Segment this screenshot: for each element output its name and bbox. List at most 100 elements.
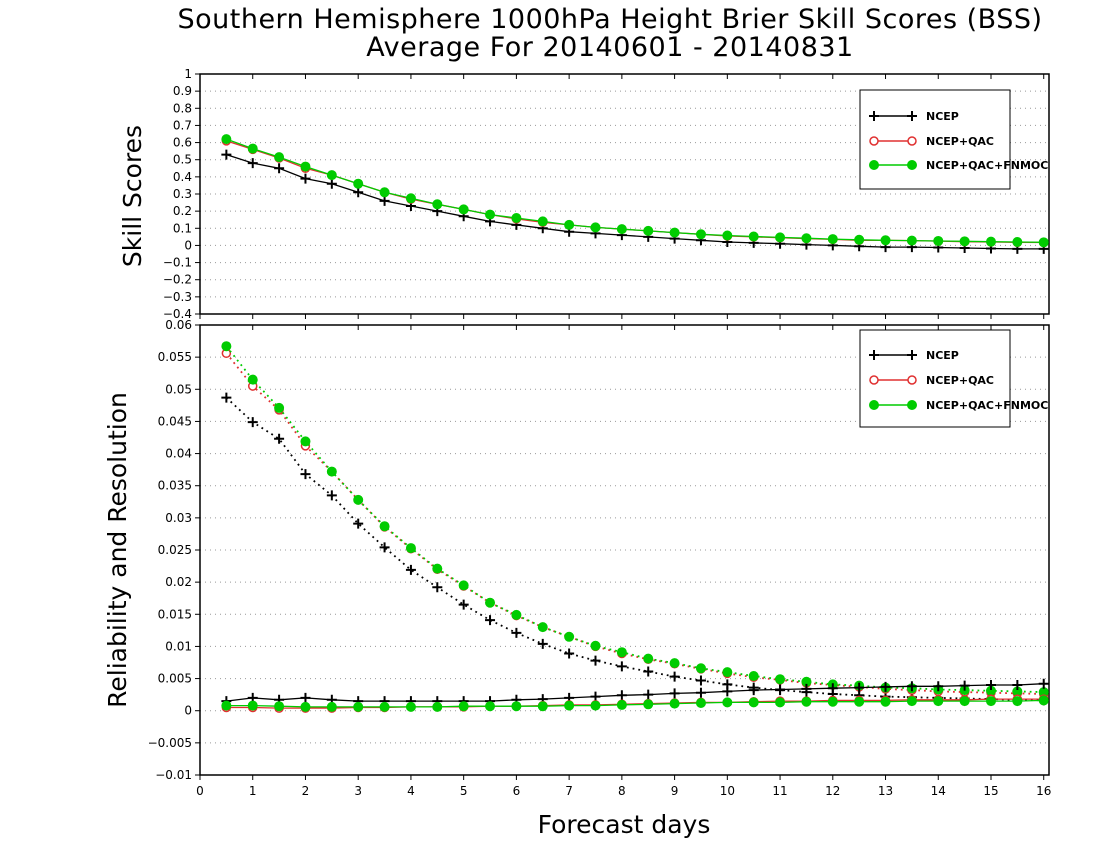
bottom-point-ncep xyxy=(669,671,680,682)
bottom-point-ncep_qc_fnmoc xyxy=(405,543,416,554)
bottom-ytick-label: 0.04 xyxy=(165,447,192,461)
bottom-series-ncep-resolution xyxy=(221,392,1049,706)
bottom-point-ncep xyxy=(933,681,944,692)
bottom-point-ncep xyxy=(353,518,364,529)
bottom-point-ncep xyxy=(854,682,865,693)
top-point-ncep xyxy=(353,187,364,198)
bottom-point-ncep xyxy=(775,684,786,695)
top-point-ncep_qc_fnmoc xyxy=(985,236,996,247)
bottom-legend-label-ncep: NCEP xyxy=(926,349,959,362)
bottom-point-ncep xyxy=(722,686,733,697)
top-point-ncep_qc_fnmoc xyxy=(801,233,812,244)
bottom-point-ncep_qc_fnmoc xyxy=(300,701,311,712)
bottom-point-ncep xyxy=(564,648,575,659)
bottom-point-ncep_qc_fnmoc xyxy=(432,701,443,712)
bottom-point-ncep xyxy=(801,683,812,694)
top-point-ncep xyxy=(274,163,285,174)
top-legend-marker-ncep xyxy=(869,111,879,121)
top-ytick-label: 0.1 xyxy=(173,221,192,235)
bottom-plot-frame xyxy=(199,324,1050,776)
bottom-point-ncep xyxy=(695,675,706,686)
bottom-ytick-label: 0.05 xyxy=(165,382,192,396)
bottom-point-ncep xyxy=(906,681,917,692)
bottom-point-ncep_qc_fnmoc xyxy=(722,667,733,678)
bottom-point-ncep_qc_fnmoc xyxy=(669,698,680,709)
bottom-point-ncep xyxy=(669,688,680,699)
xtick-label: 11 xyxy=(772,784,787,798)
xtick-label: 12 xyxy=(825,784,840,798)
top-point-ncep_qc_fnmoc xyxy=(880,235,891,246)
bottom-ytick-label: 0.03 xyxy=(165,511,192,525)
bottom-point-ncep xyxy=(432,582,443,593)
bottom-point-ncep_qc_fnmoc xyxy=(775,674,786,685)
bottom-legend-marker-ncep_qc_fnmoc xyxy=(869,400,879,410)
bottom-point-ncep_qc_fnmoc xyxy=(353,701,364,712)
bottom-ytick-label: 0.015 xyxy=(158,607,192,621)
bottom-point-ncep_qc_fnmoc xyxy=(959,696,970,707)
bottom-point-ncep xyxy=(643,666,654,677)
bottom-point-ncep xyxy=(221,392,232,403)
top-point-ncep xyxy=(247,158,258,169)
bottom-point-ncep_qc_fnmoc xyxy=(880,696,891,707)
bottom-line-ncep_qc_fnmoc xyxy=(225,345,1044,693)
bottom-point-ncep_qc_fnmoc xyxy=(511,701,522,712)
bottom-point-ncep xyxy=(590,655,601,666)
top-point-ncep_qc_fnmoc xyxy=(405,193,416,204)
top-ytick-label: 0.9 xyxy=(173,84,192,98)
xtick-label: 14 xyxy=(931,784,946,798)
bottom-point-ncep_qc_fnmoc xyxy=(458,580,469,591)
top-ytick-label: 0.2 xyxy=(173,204,192,218)
xtick-label: 13 xyxy=(878,784,893,798)
skill-scores-panel: −0.4 −0.3 −0.2 −0.1 0 0.1 0.2 0.3 0.4 0.5 0.6 0.7 0.… xyxy=(163,67,1050,321)
top-ytick-label: 0.6 xyxy=(173,136,192,150)
bottom-ytick-label: 0.035 xyxy=(158,479,192,493)
bottom-ytick-label: 0.025 xyxy=(158,543,192,557)
top-point-ncep_qc_fnmoc xyxy=(854,234,865,245)
bottom-point-ncep_qc_fnmoc xyxy=(326,466,337,477)
bottom-point-ncep_qc_fnmoc xyxy=(485,701,496,712)
bottom-point-ncep xyxy=(511,627,522,638)
bottom-point-ncep_qc_fnmoc xyxy=(458,701,469,712)
top-point-ncep_qc_fnmoc xyxy=(590,222,601,233)
bottom-line-ncep xyxy=(226,683,1044,702)
bottom-point-ncep_qc_fnmoc xyxy=(748,671,759,681)
xtick-label: 6 xyxy=(513,784,521,798)
bottom-point-ncep_qc_fnmoc xyxy=(616,699,627,710)
top-point-ncep_qc_fnmoc xyxy=(748,231,759,242)
bottom-point-ncep xyxy=(1038,678,1049,689)
bottom-series-ncep_qc_fnmoc-resolution xyxy=(221,341,1049,698)
top-ytick-label: 0.5 xyxy=(173,153,192,167)
bottom-legend: NCEP NCEP+QAC NCEP+QAC+FNMOC xyxy=(859,329,1048,428)
bottom-point-ncep xyxy=(537,638,548,649)
top-ytick-label: 0 xyxy=(184,238,192,252)
bottom-ytick-label: 0.055 xyxy=(158,350,192,364)
xtick-label: 5 xyxy=(460,784,468,798)
bottom-point-ncep xyxy=(458,599,469,610)
xtick-label: 15 xyxy=(983,784,998,798)
bottom-point-ncep xyxy=(300,692,311,703)
bottom-point-ncep_qc_fnmoc xyxy=(300,436,311,447)
bottom-point-ncep_qc_fnmoc xyxy=(432,563,443,574)
top-point-ncep_qc_fnmoc xyxy=(616,224,627,235)
bottom-point-ncep_qc_fnmoc xyxy=(485,597,496,608)
top-point-ncep_qc_fnmoc xyxy=(775,232,786,243)
bottom-point-ncep_qc_fnmoc xyxy=(590,640,601,651)
top-ytick-label: −0.2 xyxy=(163,273,192,287)
bottom-point-ncep_qc_fnmoc xyxy=(695,663,706,674)
top-point-ncep_qc_fnmoc xyxy=(959,236,970,247)
bottom-point-ncep xyxy=(405,564,416,575)
top-series-ncep_qc_fnmoc xyxy=(221,134,1049,248)
bottom-point-ncep_qc_fnmoc xyxy=(985,696,996,707)
bottom-legend-marker-ncep_qc_fnmoc xyxy=(907,400,917,410)
top-series-ncep xyxy=(221,149,1049,254)
bottom-series-ncep_qc-reliability xyxy=(221,694,1049,713)
top-ytick-label: 1 xyxy=(184,67,192,81)
bottom-ytick-label: 0 xyxy=(184,704,192,718)
bottom-point-ncep_qc_fnmoc xyxy=(274,701,285,712)
reliability-axis-title: Reliability and Resolution xyxy=(103,392,132,708)
bottom-point-ncep_qc_fnmoc xyxy=(247,700,258,711)
bottom-point-ncep_qc_fnmoc xyxy=(827,696,838,707)
bottom-point-ncep_qc_fnmoc xyxy=(247,374,258,385)
bottom-point-ncep xyxy=(274,433,285,444)
bottom-ytick-label: 0.045 xyxy=(158,414,192,428)
